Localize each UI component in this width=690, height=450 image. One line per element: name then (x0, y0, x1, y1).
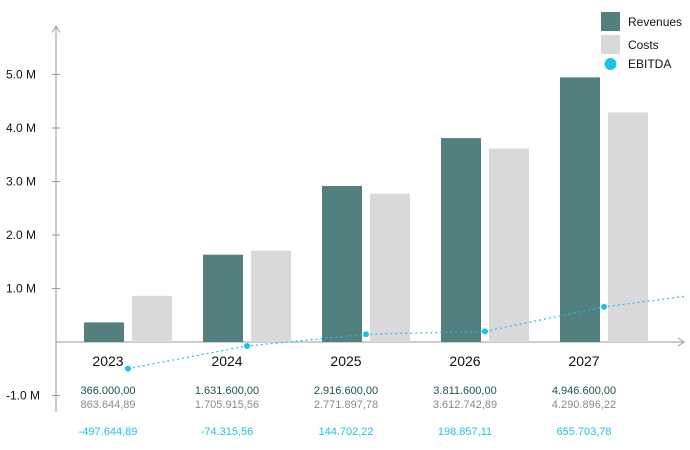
x-tick-label: 2023 (92, 353, 123, 369)
x-tick-label: 2025 (330, 353, 361, 369)
revenues-value-label: 2.916.600,00 (314, 385, 378, 397)
x-tick-label: 2024 (211, 353, 242, 369)
y-tick-label: 1.0 M (6, 282, 36, 296)
y-tick-label: -1.0 M (6, 389, 40, 403)
ebitda-point (601, 303, 607, 310)
revenues-bar (441, 138, 481, 342)
x-tick-label: 2026 (449, 353, 480, 369)
costs-bar (608, 112, 648, 343)
y-tick-label: 3.0 M (6, 175, 36, 189)
y-tick-label: 2.0 M (6, 228, 36, 242)
legend-swatch-costs (601, 35, 620, 54)
legend-label-ebitda: EBITDA (628, 57, 671, 71)
category-labels: 2023 2024 2025 2026 2027 (92, 353, 599, 369)
y-axis-arrow (51, 25, 61, 33)
ebitda-value-label: 144.702,22 (318, 426, 373, 438)
revenues-value-label: 1.631.600,00 (195, 385, 259, 397)
revenues-bar (322, 185, 362, 342)
costs-bar (489, 148, 529, 342)
x-tick-label: 2027 (568, 353, 599, 369)
ebitda-point (244, 342, 250, 349)
costs-bar (132, 295, 172, 342)
ebitda-point (125, 365, 131, 372)
ebitda-value-label: 655.703,78 (556, 426, 611, 438)
value-table: 366.000,00 1.631.600,00 2.916.600,00 3.811.… (79, 385, 616, 438)
y-tick-label: 5.0 M (6, 68, 36, 82)
y-axis-ticks: 5.0 M 4.0 M 3.0 M 2.0 M 1.0 M -1.0 M (6, 68, 60, 403)
ebitda-value-label: -74.315,56 (201, 426, 254, 438)
costs-value-label: 2.771.897,78 (314, 399, 378, 411)
costs-value-label: 3.612.742,89 (433, 399, 497, 411)
ebitda-point (482, 328, 488, 335)
legend: Revenues Costs EBITDA (601, 12, 682, 71)
revenues-value-label: 366.000,00 (80, 385, 135, 397)
ebitda-point (363, 331, 369, 338)
x-axis-arrow (677, 337, 685, 347)
costs-value-label: 4.290.896,22 (552, 399, 616, 411)
ebitda-series (125, 295, 685, 372)
ebitda-line (127, 295, 685, 370)
ebitda-value-label: -497.644,89 (79, 426, 138, 438)
revenues-bar (84, 322, 124, 342)
revenues-bar (560, 77, 600, 342)
y-tick-label: 4.0 M (6, 121, 36, 135)
legend-swatch-revenues (601, 12, 620, 31)
legend-label-costs: Costs (628, 38, 659, 52)
legend-label-revenues: Revenues (628, 15, 682, 29)
costs-bar (370, 193, 410, 342)
bars (84, 77, 648, 343)
revenues-value-label: 3.811.600,00 (433, 385, 496, 397)
ebitda-value-label: 198.857,11 (438, 426, 492, 438)
legend-swatch-ebitda (604, 58, 617, 70)
revenues-value-label: 4.946.600,00 (552, 385, 616, 397)
costs-bar (251, 250, 291, 342)
costs-value-label: 1.705.915,56 (195, 399, 259, 411)
revenues-bar (203, 254, 243, 342)
costs-value-label: 863.644,89 (80, 399, 135, 411)
